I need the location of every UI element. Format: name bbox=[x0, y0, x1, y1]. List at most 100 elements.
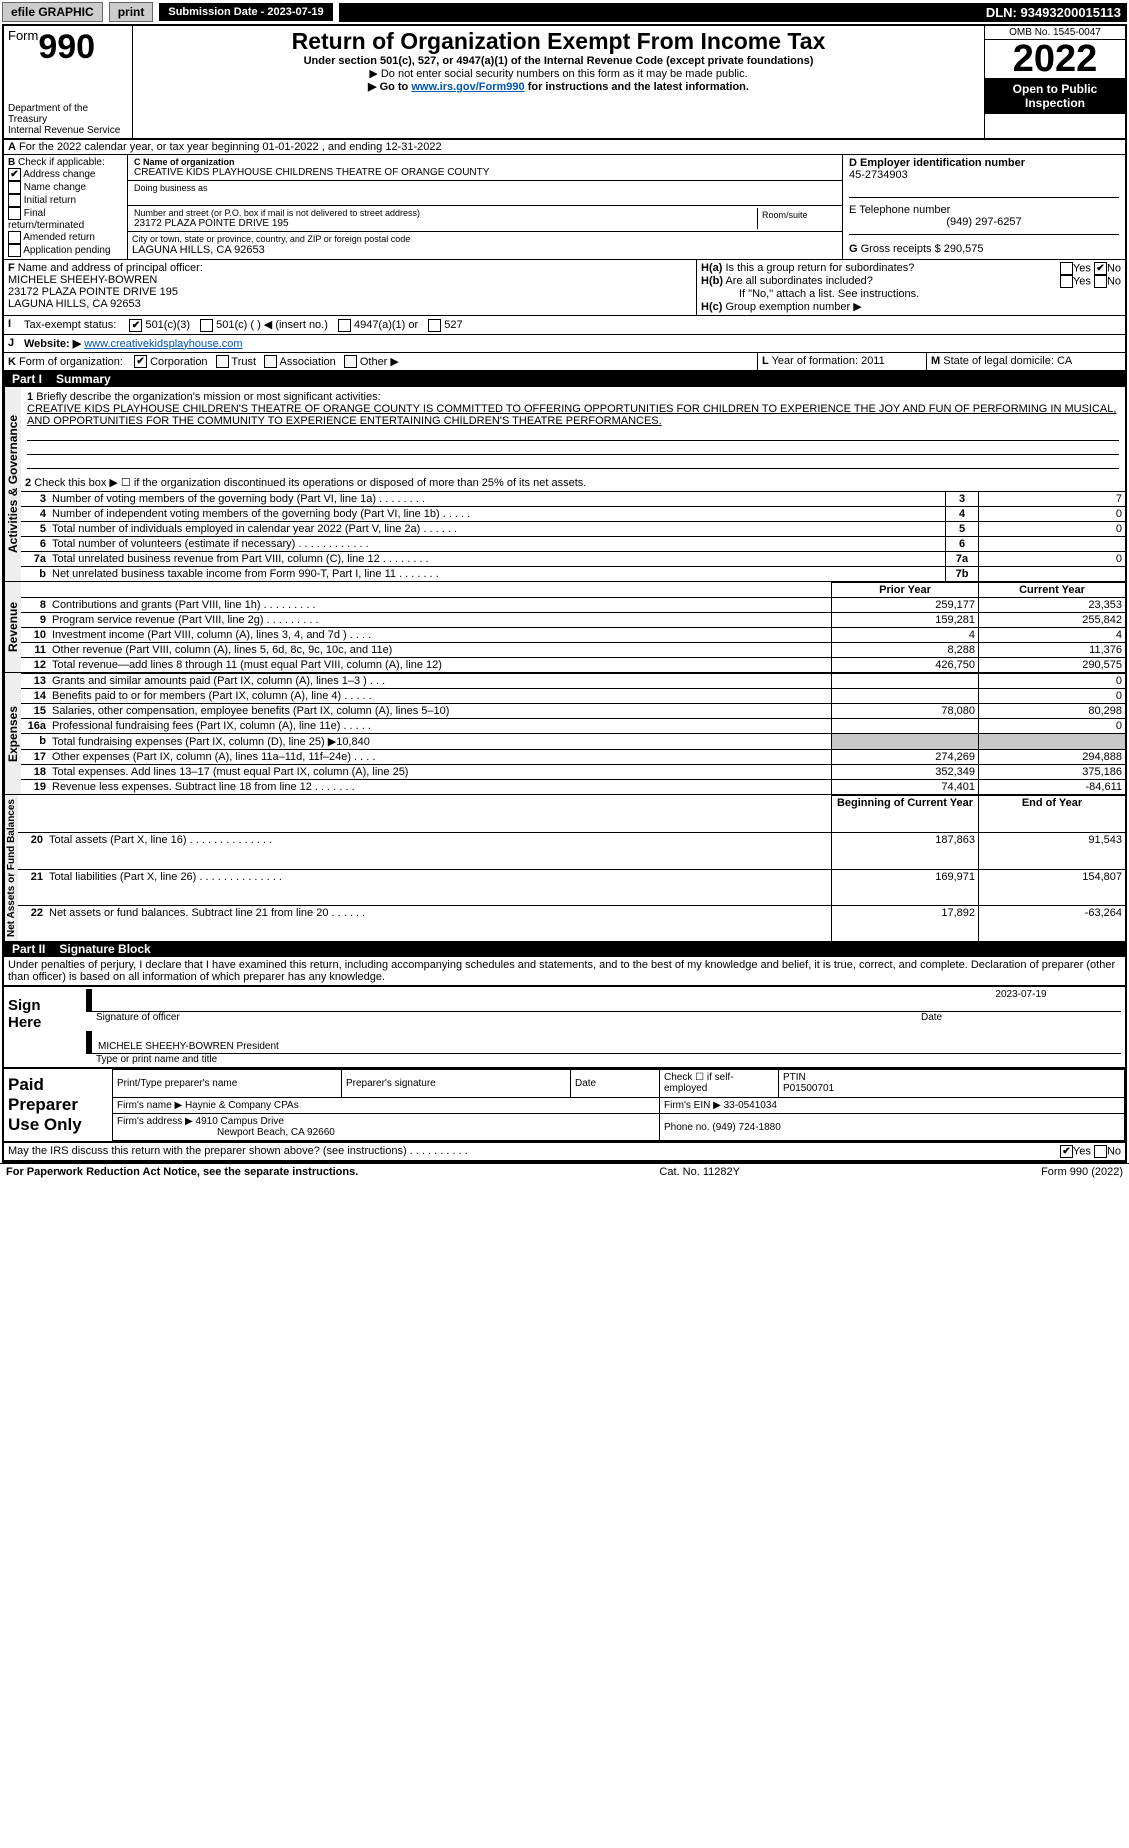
k-label: K bbox=[8, 356, 16, 368]
side-governance: Activities & Governance bbox=[4, 387, 21, 581]
k-opt-check-2[interactable] bbox=[264, 355, 277, 368]
i-label: I bbox=[8, 318, 24, 332]
side-netassets: Net Assets or Fund Balances bbox=[4, 795, 18, 941]
j-label: J bbox=[8, 337, 24, 350]
sign-here: Sign Here bbox=[4, 987, 82, 1067]
discuss-no[interactable] bbox=[1094, 1145, 1107, 1158]
ha-label: H(a) bbox=[701, 262, 722, 274]
i-opt-check-0[interactable] bbox=[129, 319, 142, 332]
i-text: Tax-exempt status: bbox=[24, 319, 116, 331]
mission-text: CREATIVE KIDS PLAYHOUSE CHILDREN'S THEAT… bbox=[27, 403, 1116, 427]
b-check: Check if applicable: bbox=[18, 157, 105, 168]
open-to-public: Open to Public Inspection bbox=[985, 78, 1125, 114]
b-check-0[interactable] bbox=[8, 168, 21, 181]
k-opt-check-3[interactable] bbox=[344, 355, 357, 368]
form-subtitle: Under section 501(c), 527, or 4947(a)(1)… bbox=[143, 55, 974, 67]
form-number: 990 bbox=[38, 28, 95, 66]
sig-date-label: Date bbox=[921, 1012, 1121, 1023]
hc-text: Group exemption number ▶ bbox=[725, 301, 861, 313]
org-name: CREATIVE KIDS PLAYHOUSE CHILDRENS THEATR… bbox=[134, 167, 836, 178]
may-irs-discuss: May the IRS discuss this return with the… bbox=[8, 1145, 1060, 1158]
b-check-5[interactable] bbox=[8, 244, 21, 257]
ha-text: Is this a group return for subordinates? bbox=[725, 262, 914, 274]
officer-addr2: LAGUNA HILLS, CA 92653 bbox=[8, 298, 141, 310]
type-print-label: Type or print name and title bbox=[86, 1054, 1121, 1065]
paid-preparer-label: Paid Preparer Use Only bbox=[4, 1069, 112, 1141]
b-item-5: Application pending bbox=[21, 245, 111, 256]
firm-phone-label: Phone no. bbox=[664, 1122, 710, 1133]
cat-no: Cat. No. 11282Y bbox=[659, 1166, 740, 1178]
hb-yes[interactable] bbox=[1060, 275, 1073, 288]
hc-label: H(c) bbox=[701, 301, 722, 313]
ptin-val: P01500701 bbox=[783, 1083, 834, 1094]
side-expenses: Expenses bbox=[4, 673, 21, 794]
part2-label: Part II bbox=[12, 942, 45, 956]
b-check-3[interactable] bbox=[8, 207, 21, 220]
f-text: Name and address of principal officer: bbox=[18, 262, 203, 274]
b-check-2[interactable] bbox=[8, 194, 21, 207]
firm-name-label: Firm's name ▶ bbox=[117, 1100, 182, 1111]
ptin-label: PTIN bbox=[783, 1072, 806, 1083]
row-a-text: For the 2022 calendar year, or tax year … bbox=[19, 141, 442, 153]
hb-no[interactable] bbox=[1094, 275, 1107, 288]
dba-label: Doing business as bbox=[134, 183, 836, 193]
city-label: City or town, state or province, country… bbox=[132, 234, 838, 244]
e-label: E Telephone number bbox=[849, 204, 1119, 216]
dept-treasury: Department of the Treasury bbox=[8, 103, 128, 125]
k-opt-check-1[interactable] bbox=[216, 355, 229, 368]
goto-pre: ▶ Go to bbox=[368, 81, 411, 93]
i-opt-check-2[interactable] bbox=[338, 319, 351, 332]
irs-link[interactable]: www.irs.gov/Form990 bbox=[411, 81, 524, 93]
i-opt-check-3[interactable] bbox=[428, 319, 441, 332]
submission-date: Submission Date - 2023-07-19 bbox=[159, 3, 332, 21]
street-label: Number and street (or P.O. box if mail i… bbox=[134, 208, 757, 218]
form-title: Return of Organization Exempt From Incom… bbox=[143, 28, 974, 55]
room-label: Room/suite bbox=[762, 210, 808, 220]
l1-num: 1 bbox=[27, 391, 33, 403]
goto-post: for instructions and the latest informat… bbox=[525, 81, 749, 93]
website-link[interactable]: www.creativekidsplayhouse.com bbox=[84, 338, 242, 350]
ha-no[interactable] bbox=[1094, 262, 1107, 275]
firm-name: Haynie & Company CPAs bbox=[185, 1100, 299, 1111]
m-text: State of legal domicile: CA bbox=[943, 355, 1072, 367]
firm-addr-label: Firm's address ▶ bbox=[117, 1116, 193, 1127]
irs: Internal Revenue Service bbox=[8, 125, 128, 136]
hb-label: H(b) bbox=[701, 275, 723, 287]
firm-phone: (949) 724-1880 bbox=[712, 1122, 780, 1133]
part1-title: Summary bbox=[56, 372, 111, 386]
prep-name-hdr: Print/Type preparer's name bbox=[113, 1070, 342, 1097]
l-text: Year of formation: 2011 bbox=[772, 355, 885, 367]
prep-sig-hdr: Preparer's signature bbox=[342, 1070, 571, 1097]
phone: (949) 297-6257 bbox=[849, 216, 1119, 228]
street: 23172 PLAZA POINTE DRIVE 195 bbox=[134, 218, 757, 229]
discuss-yes[interactable] bbox=[1060, 1145, 1073, 1158]
b-item-2: Initial return bbox=[21, 195, 76, 206]
i-opt-check-1[interactable] bbox=[200, 319, 213, 332]
b-label: B bbox=[8, 157, 15, 168]
d-label: D Employer identification number bbox=[849, 157, 1119, 169]
ha-yes[interactable] bbox=[1060, 262, 1073, 275]
firm-ein: 33-0541034 bbox=[724, 1100, 777, 1111]
part2-title: Signature Block bbox=[59, 942, 150, 956]
b-check-1[interactable] bbox=[8, 181, 21, 194]
m-label: M bbox=[931, 355, 940, 367]
print-button[interactable]: print bbox=[109, 2, 154, 22]
b-item-0: Address change bbox=[21, 169, 96, 180]
city: LAGUNA HILLS, CA 92653 bbox=[132, 244, 838, 256]
sign-date-val: 2023-07-19 bbox=[921, 989, 1121, 1012]
hb-text: Are all subordinates included? bbox=[725, 275, 872, 287]
l2-text: Check this box ▶ ☐ if the organization d… bbox=[34, 477, 586, 489]
gross-receipts: Gross receipts $ 290,575 bbox=[861, 243, 984, 255]
firm-addr1: 4910 Campus Drive bbox=[196, 1116, 284, 1127]
k-opt-check-0[interactable] bbox=[134, 355, 147, 368]
form-footer: Form 990 (2022) bbox=[1041, 1166, 1123, 1178]
f-label: F bbox=[8, 262, 15, 274]
sig-officer-label: Signature of officer bbox=[86, 1012, 921, 1023]
b-item-4: Amended return bbox=[21, 232, 95, 243]
tax-year: 2022 bbox=[985, 40, 1125, 78]
row-a-label: A bbox=[8, 141, 16, 153]
j-text: Website: ▶ bbox=[24, 338, 81, 350]
ein: 45-2734903 bbox=[849, 169, 1119, 181]
b-check-4[interactable] bbox=[8, 231, 21, 244]
self-emp: Check ☐ if self-employed bbox=[660, 1070, 779, 1097]
